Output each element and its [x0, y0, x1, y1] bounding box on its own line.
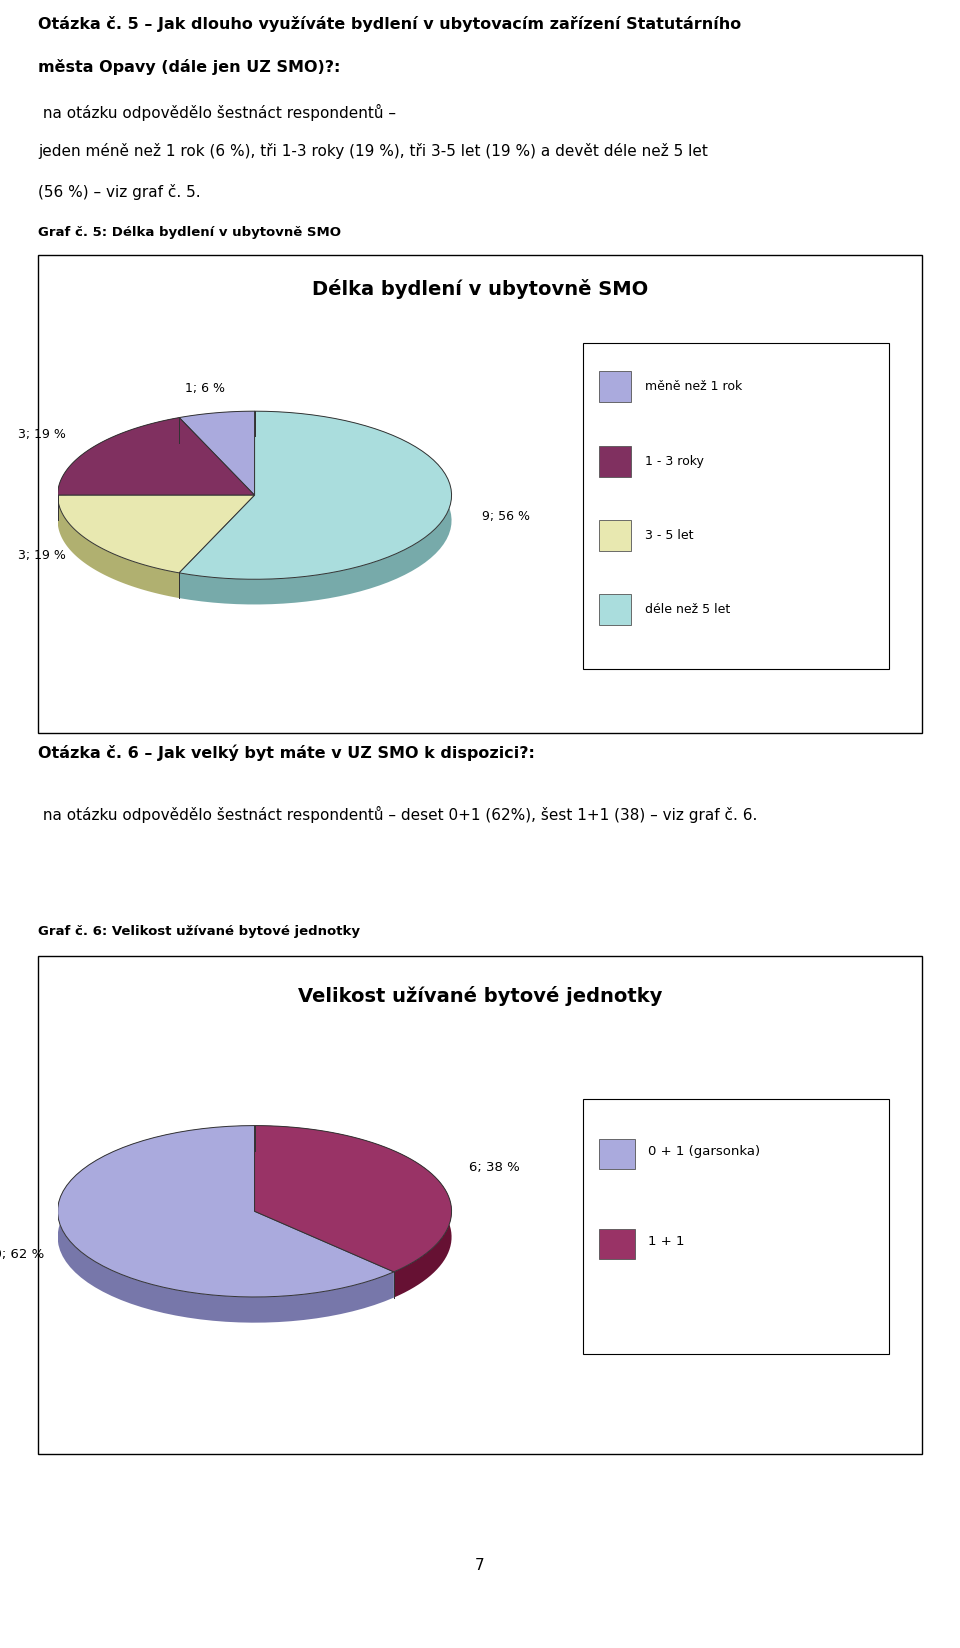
- Text: 1 - 3 roky: 1 - 3 roky: [644, 455, 704, 468]
- Bar: [599, 371, 632, 402]
- Polygon shape: [180, 412, 451, 605]
- Polygon shape: [58, 417, 180, 521]
- Text: Otázka č. 5 – Jak dlouho využíváte bydlení v ubytovacím zařízení Statutárního: Otázka č. 5 – Jak dlouho využíváte bydle…: [38, 16, 742, 33]
- Text: Graf č. 6: Velikost užívané bytové jednotky: Graf č. 6: Velikost užívané bytové jedno…: [38, 925, 360, 938]
- Bar: [599, 1139, 635, 1170]
- Text: 9; 56 %: 9; 56 %: [482, 509, 530, 522]
- Polygon shape: [58, 496, 180, 598]
- Text: 1 + 1: 1 + 1: [648, 1234, 684, 1248]
- Bar: [599, 595, 632, 626]
- Text: 6; 38 %: 6; 38 %: [469, 1162, 520, 1175]
- Text: 3; 19 %: 3; 19 %: [17, 549, 65, 562]
- Text: na otázku odpovědělo šestnáct respondentů – deset 0+1 (62%), šest 1+1 (38) – viz: na otázku odpovědělo šestnáct respondent…: [38, 806, 757, 822]
- Text: 7: 7: [475, 1557, 485, 1574]
- Text: Otázka č. 6 – Jak velký byt máte v UZ SMO k dispozici?:: Otázka č. 6 – Jak velký byt máte v UZ SM…: [38, 745, 536, 761]
- Text: Graf č. 5: Délka bydlení v ubytovně SMO: Graf č. 5: Délka bydlení v ubytovně SMO: [38, 226, 342, 239]
- FancyBboxPatch shape: [583, 343, 889, 669]
- Bar: [599, 521, 632, 550]
- Bar: [599, 445, 632, 476]
- Text: jeden méně než 1 rok (6 %), tři 1-3 roky (19 %), tři 3-5 let (19 %) a devět déle: jeden méně než 1 rok (6 %), tři 1-3 roky…: [38, 143, 708, 158]
- Text: Délka bydlení v ubytovně SMO: Délka bydlení v ubytovně SMO: [312, 280, 648, 300]
- Text: déle než 5 let: déle než 5 let: [644, 603, 730, 616]
- Polygon shape: [180, 412, 451, 578]
- FancyBboxPatch shape: [583, 1099, 889, 1355]
- Text: 3 - 5 let: 3 - 5 let: [644, 529, 693, 542]
- Polygon shape: [58, 1126, 394, 1323]
- FancyBboxPatch shape: [38, 255, 922, 733]
- Text: města Opavy (dále jen UZ SMO)?:: města Opavy (dále jen UZ SMO)?:: [38, 59, 341, 76]
- Bar: [599, 1229, 635, 1259]
- Text: 0 + 1 (garsonka): 0 + 1 (garsonka): [648, 1145, 760, 1159]
- Text: 3; 19 %: 3; 19 %: [17, 428, 65, 442]
- Text: Velikost užívané bytové jednotky: Velikost užívané bytové jednotky: [298, 986, 662, 1005]
- Text: 10; 62 %: 10; 62 %: [0, 1248, 44, 1261]
- Polygon shape: [254, 1126, 451, 1272]
- Polygon shape: [180, 412, 254, 443]
- Polygon shape: [254, 1126, 451, 1297]
- Polygon shape: [58, 417, 254, 496]
- FancyBboxPatch shape: [38, 956, 922, 1454]
- Text: (56 %) – viz graf č. 5.: (56 %) – viz graf č. 5.: [38, 183, 201, 199]
- Polygon shape: [180, 412, 254, 496]
- Polygon shape: [58, 496, 254, 574]
- Text: 1; 6 %: 1; 6 %: [184, 382, 225, 394]
- Text: na otázku odpovědělo šestnáct respondentů –: na otázku odpovědělo šestnáct respondent…: [38, 104, 396, 120]
- Polygon shape: [58, 1126, 394, 1297]
- Text: měně než 1 rok: měně než 1 rok: [644, 381, 742, 394]
